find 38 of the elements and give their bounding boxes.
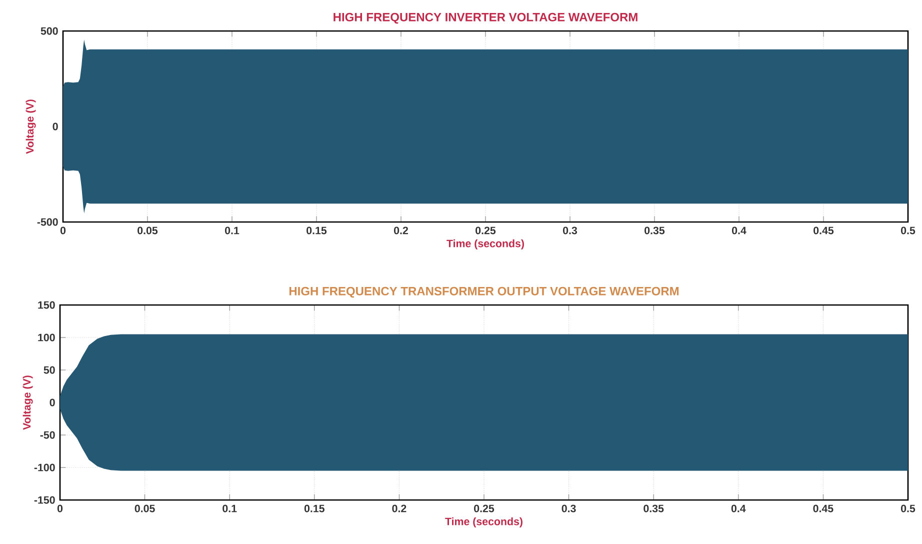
x-tick-label: 0.25	[474, 504, 494, 512]
x-tick-label: 0	[57, 504, 63, 512]
x-tick-label: 0	[60, 226, 66, 234]
x-tick-label: 0.25	[476, 226, 496, 234]
y-tick-label: -100	[34, 464, 55, 472]
x-axis-title: Time (seconds)	[445, 517, 522, 528]
x-tick-label: 0.5	[901, 226, 916, 234]
chart-title: HIGH FREQUENCY TRANSFORMER OUTPUT VOLTAGE WAVEFORM	[289, 286, 679, 298]
y-axis-title: Voltage (V)	[22, 376, 33, 430]
y-tick-label: -150	[34, 496, 55, 504]
x-axis-title: Time (seconds)	[446, 239, 524, 250]
x-tick-label: 0.4	[732, 226, 746, 234]
x-tick-label: 0.2	[392, 504, 406, 512]
x-tick-label: 0.15	[304, 504, 324, 512]
y-tick-label: 500	[40, 27, 58, 35]
y-tick-label: 0	[50, 398, 55, 406]
x-tick-label: 0.45	[814, 226, 834, 234]
y-tick-label: -50	[40, 431, 55, 439]
y-axis-title: Voltage (V)	[26, 100, 36, 154]
x-tick-label: 0.35	[644, 226, 665, 234]
chart-title: HIGH FREQUENCY INVERTER VOLTAGE WAVEFORM	[334, 12, 638, 24]
x-tick-label: 0.05	[134, 504, 155, 512]
x-tick-label: 0.2	[394, 226, 408, 234]
x-tick-label: 0.45	[813, 504, 834, 512]
y-tick-label: -500	[37, 218, 58, 226]
y-tick-label: 50	[44, 366, 55, 374]
x-tick-label: 0.1	[225, 226, 240, 234]
x-tick-label: 0.35	[644, 504, 664, 512]
y-tick-label: 0	[52, 122, 58, 130]
y-tick-label: 100	[38, 334, 55, 342]
x-tick-label: 0.1	[222, 504, 237, 512]
y-tick-label: 150	[38, 301, 55, 309]
x-tick-label: 0.4	[731, 504, 746, 512]
x-tick-label: 0.05	[138, 226, 158, 234]
x-tick-label: 0.15	[306, 226, 327, 234]
x-tick-label: 0.3	[562, 504, 576, 512]
x-tick-label: 0.3	[563, 226, 578, 234]
x-tick-label: 0.5	[901, 504, 916, 512]
